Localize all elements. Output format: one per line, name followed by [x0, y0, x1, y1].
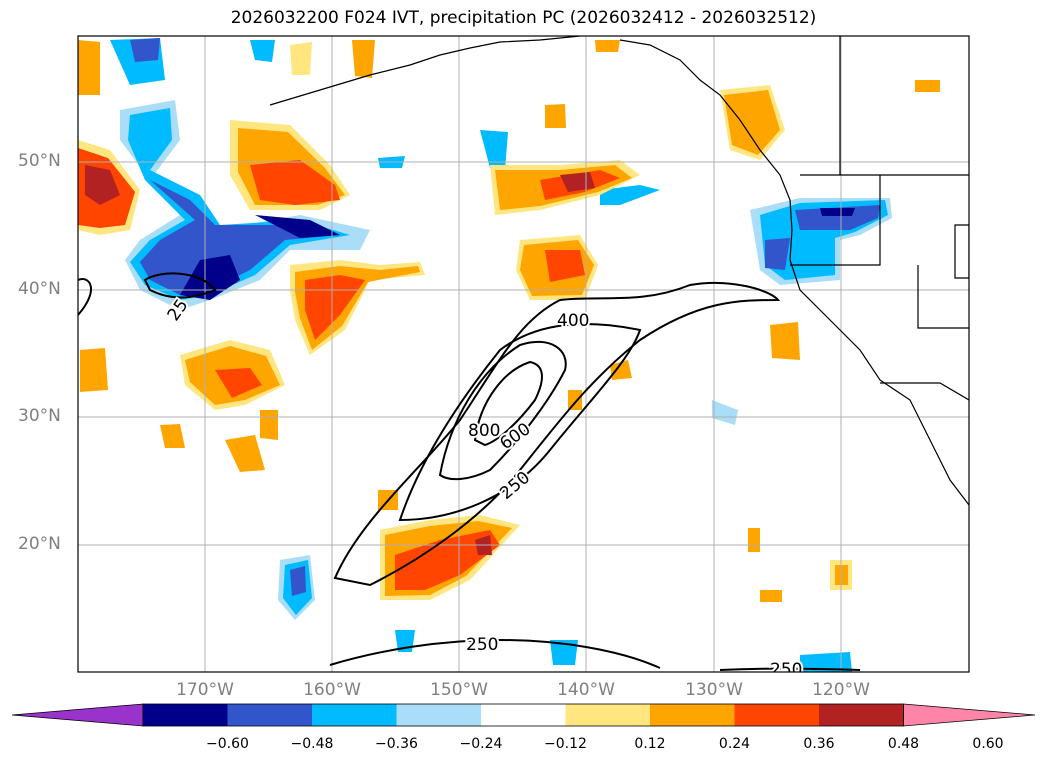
lat-label-50n: 50°N: [18, 151, 61, 171]
negative-anomaly-areas: [110, 38, 892, 672]
colorbar-tick-label: 0.24: [718, 736, 751, 752]
colorbar-tick-label: 0.12: [634, 736, 666, 752]
colorbar-segment: [481, 704, 566, 726]
colorbar-tick-label: −0.60: [206, 736, 249, 752]
colorbar-segment: [312, 704, 397, 726]
positive-anomaly-areas: [78, 40, 940, 602]
colorbar-tick-label: −0.12: [544, 736, 587, 752]
colorbar-frame: [142, 703, 904, 727]
ivt-contours: [78, 272, 861, 671]
colorbar-tick-label: −0.24: [459, 736, 503, 752]
lon-label-120w: 120°W: [812, 680, 870, 700]
colorbar: [11, 703, 1036, 727]
graticule: [78, 36, 969, 672]
contour-label-400: 400: [557, 311, 589, 331]
colorbar-tick-label: −0.36: [375, 736, 418, 752]
colorbar-segment: [650, 704, 735, 726]
colorbar-tick-label: −0.48: [290, 736, 334, 752]
contour-label-800: 800: [468, 421, 500, 441]
lon-label-170w: 170°W: [176, 680, 234, 700]
lon-label-130w: 130°W: [685, 680, 743, 700]
coastlines: [269, 36, 969, 506]
contour-label-250-southeast: 250: [770, 660, 802, 680]
lat-label-30n: 30°N: [18, 406, 61, 426]
colorbar-tick-label: 0.48: [887, 736, 920, 752]
map-frame: [77, 35, 970, 673]
lon-label-150w: 150°W: [430, 680, 488, 700]
map-title: 2026032200 F024 IVT, precipitation PC (2…: [230, 8, 817, 28]
lon-label-160w: 160°W: [303, 680, 361, 700]
colorbar-segment: [143, 704, 228, 726]
lat-label-20n: 20°N: [18, 534, 61, 554]
ivt-precip-map: 400 800 600 250 25 250 250: [77, 35, 970, 680]
colorbar-tick-label: 0.60: [972, 736, 1004, 752]
colorbar-segment: [396, 704, 482, 726]
lon-label-140w: 140°W: [557, 680, 615, 700]
colorbar-extension-low: [11, 703, 144, 727]
contour-label-250-south: 250: [466, 635, 498, 655]
colorbar-extension-high: [903, 703, 1036, 727]
colorbar-segment: [227, 704, 313, 726]
colorbar-tick-label: 0.36: [803, 736, 835, 752]
colorbar-segment: [734, 704, 820, 726]
lat-label-40n: 40°N: [18, 279, 61, 299]
colorbar-segment: [819, 704, 904, 726]
colorbar-segment: [565, 704, 651, 726]
